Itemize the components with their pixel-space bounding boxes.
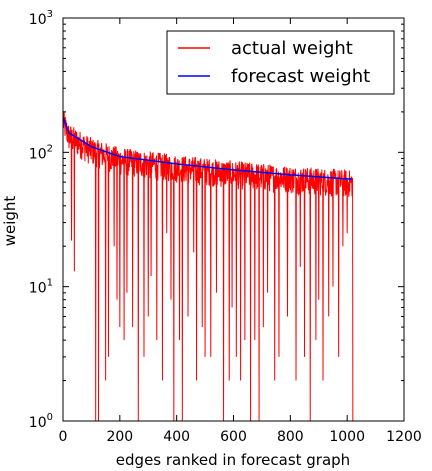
y-tick-label: 101 xyxy=(29,278,53,297)
y-tick-label: 100 xyxy=(29,412,53,431)
plot-area xyxy=(63,111,354,421)
legend-box xyxy=(166,30,395,95)
x-tick-label: 1000 xyxy=(329,429,365,445)
x-axis-label: edges ranked in forecast graph xyxy=(116,451,350,469)
x-tick-label: 1200 xyxy=(386,429,422,445)
x-tick-label: 400 xyxy=(163,429,190,445)
forecast-weight-line xyxy=(63,117,352,180)
legend: actual weight forecast weight xyxy=(166,30,395,95)
y-tick-label: 103 xyxy=(29,9,53,28)
x-tick-label: 0 xyxy=(59,429,68,445)
y-tick-label: 102 xyxy=(29,143,53,162)
legend-label: forecast weight xyxy=(231,66,370,87)
x-tick-label: 800 xyxy=(277,429,304,445)
x-tick-label: 600 xyxy=(220,429,247,445)
x-tick-label: 200 xyxy=(106,429,133,445)
actual-weight-line xyxy=(63,111,354,421)
axes: 0 200 400 600 800 1000 1200 100 101 102 103 xyxy=(29,9,422,445)
legend-label: actual weight xyxy=(231,38,353,59)
y-axis-label: weight xyxy=(1,196,19,247)
